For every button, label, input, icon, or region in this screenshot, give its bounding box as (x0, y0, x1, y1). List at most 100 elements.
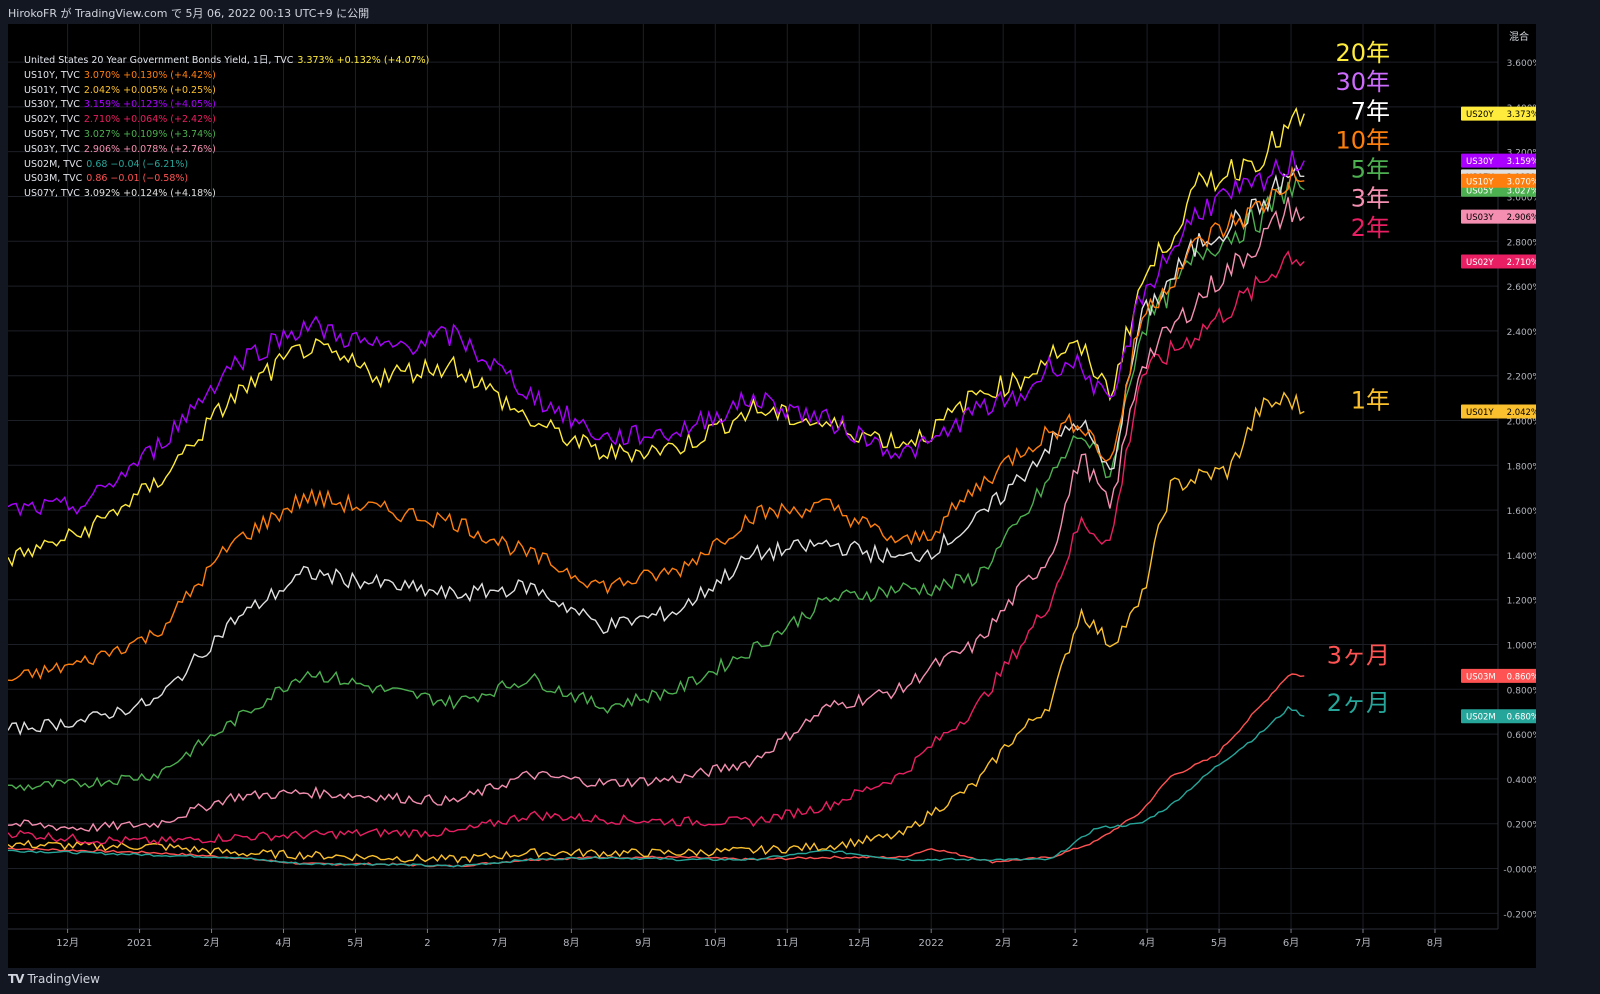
price-tag-value: 0.860% (1507, 672, 1536, 682)
legend-series-value: 3.159% +0.123% (+4.05%) (83, 99, 216, 111)
annotation-label: 2年 (1351, 214, 1390, 242)
series-line-us01y (7, 391, 1305, 864)
x-tick-label: 12月 (848, 937, 871, 949)
price-tag-us03y: US03Y 2.906% (1461, 209, 1545, 224)
legend-row[interactable]: US02M, TVC 0.68 −0.04 (−6.21%) (24, 158, 429, 173)
y-tick-label: 2.400% (1507, 328, 1536, 338)
tv-logo-icon: TV (8, 972, 25, 986)
annotation-label: 3年 (1351, 185, 1390, 213)
y-tick-label: -0.000% (1503, 866, 1536, 876)
price-tags: US03M 0.860% US02M 0.680% US01Y 2.042% US02Y 2.… (1461, 106, 1545, 724)
y-tick-label: 0.600% (1507, 731, 1536, 741)
price-tag-value: 3.373% (1507, 110, 1536, 120)
legend-series-value: 2.042% +0.005% (+0.25%) (83, 84, 216, 96)
x-tick-label: 7月 (491, 937, 507, 949)
price-tag-symbol: US01Y (1466, 408, 1494, 418)
legend-series-name: US01Y, TVC (24, 84, 80, 96)
price-tag-us02y: US02Y 2.710% (1461, 254, 1545, 269)
x-tick-label: 2 (1072, 938, 1078, 949)
y-tick-label: 2.800% (1507, 238, 1536, 248)
price-tag-bg (1461, 254, 1545, 269)
x-tick-label: 12月 (56, 937, 79, 949)
price-tag-value: 3.159% (1507, 157, 1536, 167)
price-tag-value: 3.027% (1507, 186, 1536, 196)
legend-series-value: 2.906% +0.078% (+2.76%) (83, 143, 216, 155)
legend-row[interactable]: US03M, TVC 0.86 −0.01 (−0.58%) (24, 172, 429, 187)
x-axis: 12月 2021 2月 4月 5月 2 7月 8月 9月 10月 11月 12月 2022 2月 2 4月 5月… (8, 928, 1498, 949)
price-tag-symbol: US02Y (1466, 258, 1494, 268)
x-tick-label: 2 (424, 938, 430, 949)
price-tag-bg (1461, 173, 1545, 188)
price-tag-bg (1461, 106, 1545, 121)
annotation-label: 20年 (1335, 39, 1390, 67)
series-line-us03m (7, 673, 1305, 868)
series-line-us30y (7, 150, 1305, 517)
price-tag-value: 0.680% (1507, 713, 1536, 723)
x-tick-label: 9月 (635, 937, 651, 949)
x-tick-label: 7月 (1355, 937, 1371, 949)
y-tick-label: 1.200% (1507, 597, 1536, 607)
legend-row[interactable]: US07Y, TVC 3.092% +0.124% (+4.18%) (24, 187, 429, 202)
legend-series-name: United States 20 Year Government Bonds Y… (24, 55, 294, 66)
legend-row[interactable]: US10Y, TVC 3.070% +0.130% (+4.42%) (24, 69, 429, 84)
annotation-label: 5年 (1351, 156, 1390, 184)
legend-series-value: 2.710% +0.064% (+2.42%) (83, 114, 216, 126)
series-line-us05y (7, 175, 1305, 792)
price-tag-us30y: US30Y 3.159% (1461, 153, 1545, 168)
price-tag-symbol: US20Y (1466, 110, 1494, 120)
scale-mode-label[interactable]: 混合 (1509, 30, 1529, 43)
y-tick-label: 1.800% (1507, 462, 1536, 472)
x-tick-label: 2月 (995, 937, 1011, 949)
series-line-us07y (7, 164, 1305, 736)
price-tag-us02m: US02M 0.680% (1461, 709, 1545, 724)
x-tick-label: 10月 (704, 937, 727, 949)
y-tick-label: 1.000% (1507, 642, 1536, 652)
chart-area[interactable]: 3.600%3.400%3.200%3.000%2.800%2.600%2.40… (7, 24, 1545, 968)
legend-series-name: US30Y, TVC (24, 99, 80, 111)
legend-row[interactable]: United States 20 Year Government Bonds Y… (24, 54, 429, 69)
legend: United States 20 Year Government Bonds Y… (24, 54, 429, 202)
x-tick-label: 2月 (203, 937, 219, 949)
series-line-us20y (7, 106, 1305, 568)
annotation-label: 3ヶ月 (1327, 642, 1390, 670)
series-line-us10y (7, 165, 1305, 682)
x-tick-label: 11月 (776, 937, 799, 949)
legend-row[interactable]: US30Y, TVC 3.159% +0.123% (+4.05%) (24, 98, 429, 113)
legend-series-name: US07Y, TVC (24, 188, 80, 200)
price-tag-bg (1461, 668, 1545, 683)
legend-row[interactable]: US02Y, TVC 2.710% +0.064% (+2.42%) (24, 113, 429, 128)
series-line-us03y (7, 197, 1305, 833)
price-tag-bg (1461, 709, 1545, 724)
footer-bar (0, 968, 1600, 994)
series-line-us02m (7, 705, 1305, 868)
x-tick-label: 8月 (1427, 937, 1443, 949)
y-tick-label: 3.000% (1507, 193, 1536, 203)
price-tag-us10y: US10Y 3.070% (1461, 173, 1545, 188)
legend-row[interactable]: US01Y, TVC 2.042% +0.005% (+0.25%) (24, 84, 429, 99)
price-tag-us03m: US03M 0.860% (1461, 668, 1545, 683)
price-tag-symbol: US02M (1466, 713, 1496, 723)
publish-info: HirokoFR が TradingView.com で 5月 06, 2022… (8, 7, 370, 20)
x-tick-label: 6月 (1283, 937, 1299, 949)
legend-series-value: 3.070% +0.130% (+4.42%) (83, 69, 216, 81)
legend-row[interactable]: US05Y, TVC 3.027% +0.109% (+3.74%) (24, 128, 429, 143)
legend-series-name: US03Y, TVC (24, 143, 80, 155)
line-chart: 3.600%3.400%3.200%3.000%2.800%2.600%2.40… (7, 24, 1545, 949)
series-lines (7, 106, 1305, 868)
brand-name: TradingView (27, 972, 100, 986)
x-tick-label: 2022 (918, 938, 943, 949)
x-tick-label: 4月 (1139, 937, 1155, 949)
tradingview-logo[interactable]: TV TradingView (8, 972, 100, 986)
y-tick-label: 2.600% (1507, 283, 1536, 293)
annotation-label: 7年 (1351, 97, 1390, 125)
y-tick-label: 1.400% (1507, 552, 1536, 562)
price-tag-symbol: US03M (1466, 672, 1496, 682)
annotation-label: 1年 (1351, 386, 1390, 414)
legend-row[interactable]: US03Y, TVC 2.906% +0.078% (+2.76%) (24, 143, 429, 158)
y-tick-label: 2.000% (1507, 417, 1536, 427)
legend-series-name: US05Y, TVC (24, 128, 80, 140)
annotation-label: 2ヶ月 (1327, 689, 1390, 717)
price-tag-value: 2.906% (1507, 213, 1536, 223)
legend-series-name: US10Y, TVC (24, 69, 80, 81)
